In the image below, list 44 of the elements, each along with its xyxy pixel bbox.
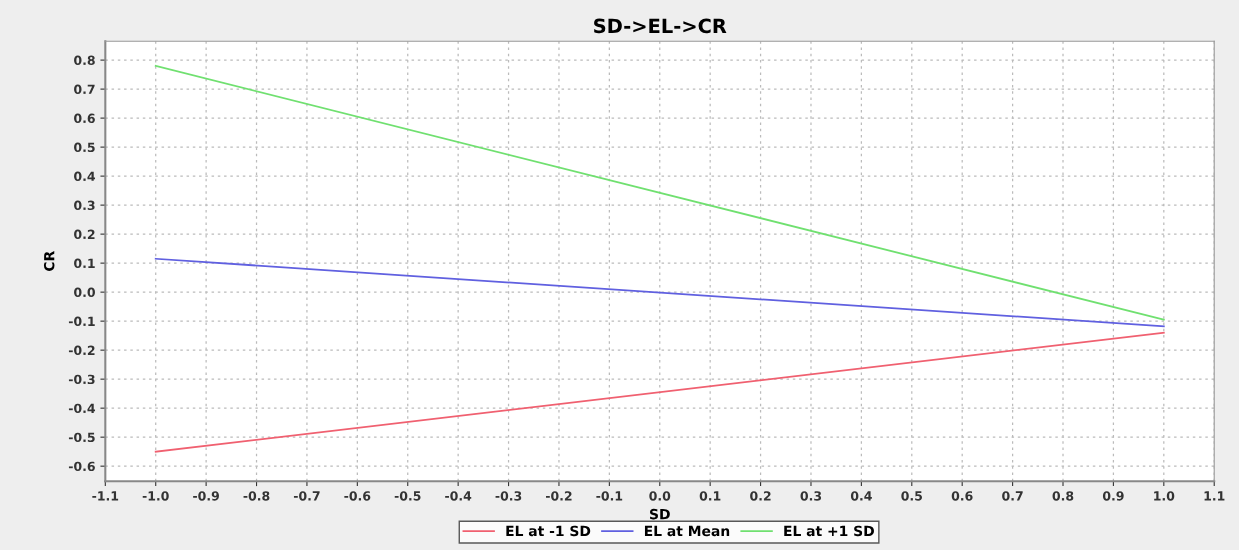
x-tick-label: 0.8 [1052,491,1074,501]
y-tick-label: 0.5 [74,142,95,153]
x-tick-label: -0.4 [445,491,472,501]
x-tick-label: -0.2 [545,491,572,501]
y-tick-label: -0.3 [68,374,95,385]
x-tick-label: -0.8 [243,491,270,501]
x-tick-label: -1.1 [92,491,119,501]
y-tick-label: 0.1 [74,258,95,269]
y-tick-label: 0.0 [74,287,95,298]
y-tick-label: 0.6 [74,113,95,124]
y-tick-label: 0.7 [74,84,95,95]
x-tick-label: -0.7 [293,491,320,501]
x-axis-title: SD [650,508,670,520]
y-tick-label: -0.1 [68,316,95,327]
y-tick-label: -0.4 [68,403,96,414]
y-tick-label: 0.2 [74,229,95,240]
x-tick-label: 0.3 [800,491,822,501]
x-tick-label: 0.4 [850,491,872,501]
y-tick-label: 0.8 [74,55,95,66]
chart-title: SD->EL->CR [594,18,727,34]
x-tick-label: 0.2 [750,491,771,501]
x-tick-label: 0.1 [699,491,721,501]
y-tick-label: -0.2 [68,345,95,356]
x-tick-label: -1.0 [142,491,169,501]
x-tick-label: -0.1 [596,491,623,501]
legend-label: EL at -1 SD [506,525,591,537]
y-tick-label: 0.3 [74,200,95,211]
y-axis-title: CR [43,251,55,271]
x-tick-label: 0.5 [901,491,922,501]
x-tick-label: 1.0 [1154,491,1175,501]
x-tick-label: -0.5 [394,491,421,501]
y-tick-label: -0.6 [68,461,95,472]
x-tick-label: 0.7 [1002,491,1023,501]
legend-label: EL at Mean [644,525,730,537]
legend-label: EL at +1 SD [784,525,874,537]
x-tick-label: 0.6 [951,491,973,501]
y-tick-label: 0.4 [74,171,96,182]
x-tick-label: 0.9 [1102,491,1124,501]
x-tick-label: -0.9 [193,491,219,501]
x-tick-label: -0.6 [344,491,371,501]
x-tick-label: -0.3 [495,491,522,501]
x-tick-label: 0.0 [649,491,671,501]
x-tick-label: 1.1 [1204,491,1225,501]
y-tick-label: -0.5 [68,432,95,443]
